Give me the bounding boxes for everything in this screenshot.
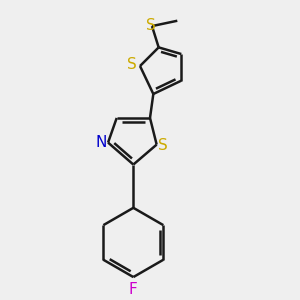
Text: S: S: [158, 138, 168, 153]
Text: F: F: [129, 281, 138, 296]
Text: N: N: [96, 135, 107, 150]
Text: S: S: [127, 57, 137, 72]
Text: S: S: [146, 18, 155, 33]
